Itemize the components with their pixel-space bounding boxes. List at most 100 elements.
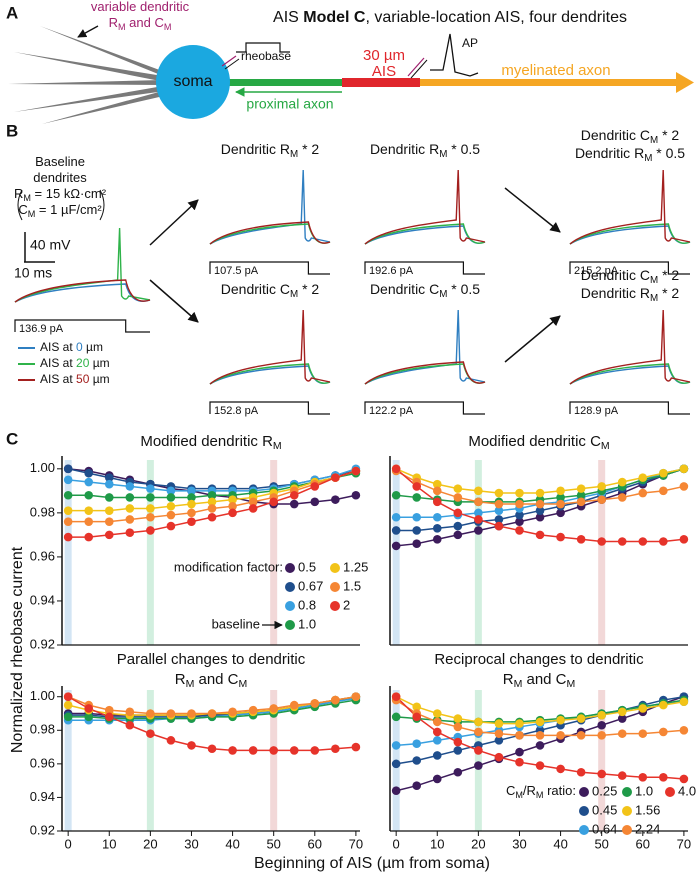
data-point (104, 493, 114, 502)
data-point (617, 477, 627, 487)
annotation: baseline (212, 616, 260, 631)
y-tick-label: 1.00 (30, 688, 55, 703)
condition-title: Dendritic RM * 0.5 (575, 145, 685, 164)
data-point (351, 742, 361, 752)
data-point (515, 510, 524, 520)
condition-title: Dendritic RM * 2 (221, 141, 320, 160)
legend-marker (285, 582, 295, 592)
text-part: µm (89, 356, 109, 370)
data-point (474, 727, 483, 737)
data-point (391, 512, 401, 522)
data-point (166, 501, 176, 511)
data-point (331, 744, 340, 754)
data-point (535, 506, 545, 515)
text-part: AIS at (40, 356, 76, 370)
data-point (187, 499, 196, 509)
x-tick-label: 30 (512, 836, 526, 851)
text-part: M (439, 289, 447, 300)
text-part: M (650, 293, 658, 304)
data-point (535, 761, 545, 770)
data-point (125, 707, 135, 717)
data-point (269, 497, 278, 507)
voltage-trace (14, 279, 151, 303)
data-point (494, 515, 504, 524)
data-point (125, 720, 135, 730)
data-point (146, 504, 155, 513)
data-point (432, 512, 442, 522)
x-tick-label: 70 (677, 836, 691, 851)
data-point (597, 710, 606, 720)
data-point (166, 736, 176, 745)
data-point (597, 482, 606, 491)
data-point (104, 506, 114, 515)
x-tick-label: 40 (553, 836, 567, 851)
data-point (84, 490, 94, 500)
text-part: 20 (76, 356, 90, 370)
legend-marker (622, 825, 632, 835)
data-point (125, 515, 135, 524)
voltage-trace (364, 309, 486, 385)
legend-label: AIS at 0 µm (40, 340, 103, 354)
ais-label: AIS (372, 63, 396, 80)
data-point (576, 490, 586, 500)
text-part: Baseline (35, 154, 85, 169)
data-point (474, 746, 483, 755)
legend-label: 1.5 (343, 578, 361, 593)
data-point (289, 700, 299, 710)
data-point (597, 720, 606, 730)
data-point (248, 705, 258, 715)
figure-title: AIS Model C, variable-location AIS, four… (273, 9, 627, 26)
x-tick-label: 60 (636, 836, 650, 851)
data-point (474, 497, 483, 507)
text-part: M (186, 678, 195, 690)
text-part: = 15 kΩ·cm² (31, 186, 107, 201)
data-point (331, 495, 340, 504)
data-point (207, 497, 217, 507)
data-point (474, 761, 483, 770)
data-point (679, 697, 689, 707)
text-part: µm (89, 372, 109, 386)
panel-label: C (6, 429, 18, 448)
x-tick-label: 30 (184, 836, 198, 851)
data-point (576, 731, 586, 740)
text-part: * 2 (298, 281, 319, 297)
dendrite (42, 90, 168, 124)
rheobase-label: rheobase (241, 49, 291, 63)
flow-arrow (504, 187, 561, 233)
data-point (515, 731, 524, 740)
y-axis-label: Normalized rheobase current (9, 546, 26, 753)
text-part: Dendritic R (575, 145, 644, 161)
legend-marker (579, 806, 589, 816)
ais-band (474, 460, 482, 645)
stimulus-label: 136.9 pA (19, 323, 64, 335)
stimulus-label: 128.9 pA (574, 405, 619, 417)
data-point (146, 493, 155, 502)
legend-label: 2.24 (635, 821, 660, 836)
x-tick-label: 20 (471, 836, 485, 851)
data-point (351, 466, 361, 476)
legend-label: 1.25 (343, 559, 368, 574)
data-point (638, 473, 648, 482)
flow-arrow (504, 315, 561, 363)
data-point (63, 692, 73, 702)
data-point (391, 759, 401, 769)
data-point (453, 714, 463, 723)
text-part: µm (83, 340, 103, 354)
data-point (679, 774, 689, 784)
text-part: and C (194, 671, 238, 688)
data-point (432, 486, 442, 496)
data-point (494, 729, 504, 738)
data-point (432, 479, 442, 489)
data-point (453, 484, 463, 493)
ap-trace (430, 33, 479, 77)
ap-label: AP (462, 36, 478, 50)
data-point (659, 700, 668, 710)
data-point (351, 692, 361, 702)
ais-band (270, 690, 278, 831)
dendrite-note: variable dendritic (91, 0, 190, 14)
ais-band (392, 460, 400, 645)
data-point (515, 499, 524, 509)
stimulus-label: 192.6 pA (369, 265, 414, 277)
legend-marker (330, 582, 340, 592)
dendrite (14, 52, 165, 82)
